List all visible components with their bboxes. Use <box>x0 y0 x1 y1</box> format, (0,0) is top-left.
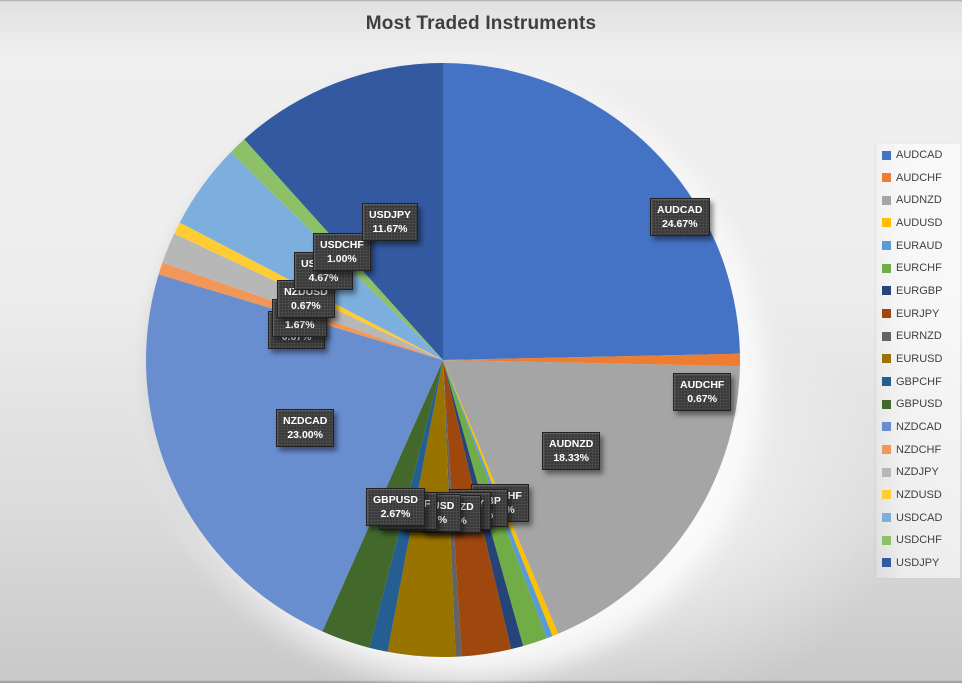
legend-item-audcad[interactable]: AUDCAD <box>882 149 958 161</box>
legend-swatch-nzdusd <box>882 490 891 500</box>
legend-swatch-usdcad <box>882 513 891 522</box>
data-label-audcad: AUDCAD 24.67% <box>650 198 710 236</box>
data-label-percent: 1.00% <box>326 253 357 265</box>
data-label-usdjpy: USDJPY 11.67% <box>362 203 419 241</box>
data-label-category: NZDCAD <box>283 415 328 427</box>
legend-label: EURAUD <box>896 239 943 252</box>
legend-swatch-audchf <box>882 173 891 183</box>
legend-label: USDCAD <box>896 511 943 524</box>
data-label-audnzd: AUDNZD 18.33% <box>542 432 601 470</box>
data-label-category: USDJPY <box>369 209 412 221</box>
chart-title: Most Traded Instruments <box>365 13 597 34</box>
legend-item-gbpusd[interactable]: GBPUSD <box>882 398 958 410</box>
legend-item-eurnzd[interactable]: EURNZD <box>882 330 958 342</box>
legend-item-euraud[interactable]: EURAUD <box>882 240 958 252</box>
legend-swatch-euraud <box>882 241 891 251</box>
data-label-percent: 23.00% <box>287 429 323 441</box>
legend-item-nzdusd[interactable]: NZDUSD <box>882 489 958 501</box>
legend-item-usdjpy[interactable]: USDJPY <box>882 557 958 569</box>
legend-swatch-eurgbp <box>882 286 891 296</box>
legend-item-nzdchf[interactable]: NZDCHF <box>882 444 958 456</box>
legend-label: AUDCAD <box>896 149 943 161</box>
legend-swatch-nzdchf <box>882 445 891 455</box>
pie-slice-usdjpy[interactable] <box>244 63 443 360</box>
pie-slice-audnzd[interactable] <box>443 360 740 634</box>
data-label-audchf: AUDCHF 0.67% <box>673 373 732 411</box>
data-label-gbpusd: GBPUSD 2.67% <box>366 488 425 526</box>
legend-item-gbpchf[interactable]: GBPCHF <box>882 376 958 388</box>
data-label-percent: 0.67% <box>290 300 321 312</box>
legend-swatch-gbpchf <box>882 377 891 387</box>
legend-label: EURUSD <box>896 352 943 365</box>
legend-item-nzdcad[interactable]: NZDCAD <box>882 421 958 433</box>
legend-swatch-gbpusd <box>882 399 891 409</box>
data-label-category: AUDCAD <box>657 204 703 216</box>
legend-item-usdcad[interactable]: USDCAD <box>882 512 958 524</box>
legend-swatch-eurusd <box>882 354 891 364</box>
legend-swatch-nzdcad <box>882 422 891 432</box>
legend-label: EURJPY <box>896 307 940 320</box>
legend-label: GBPCHF <box>896 375 942 388</box>
legend-label: USDJPY <box>896 556 940 569</box>
data-label-category: GBPUSD <box>373 494 418 506</box>
data-label-category: USDCHF <box>320 239 364 251</box>
legend-swatch-usdchf <box>882 535 891 545</box>
legend-item-audnzd[interactable]: AUDNZD <box>882 194 958 206</box>
legend-item-eurgbp[interactable]: EURGBP <box>882 285 958 297</box>
legend-item-audchf[interactable]: AUDCHF <box>882 172 958 184</box>
pie-slice-audchf[interactable] <box>443 353 740 367</box>
legend-label: AUDUSD <box>896 216 943 229</box>
legend-label: EURGBP <box>896 284 943 297</box>
legend-swatch-audnzd <box>882 195 891 205</box>
legend-item-usdchf[interactable]: USDCHF <box>882 534 958 546</box>
legend-label: GBPUSD <box>896 398 943 411</box>
legend-swatch-audcad <box>882 150 891 160</box>
pie-slice-nzdcad[interactable] <box>146 274 443 632</box>
data-label-percent: 18.33% <box>553 452 589 464</box>
window-top-edge <box>0 0 962 2</box>
legend-label: AUDNZD <box>896 194 942 207</box>
legend-swatch-eurchf <box>882 263 891 273</box>
data-label-category: AUDCHF <box>680 379 725 391</box>
legend-item-nzdjpy[interactable]: NZDJPY <box>882 466 958 478</box>
legend-label: USDCHF <box>896 534 942 547</box>
legend: AUDCAD AUDCHF AUDNZD AUDUSD EURAUD EURCHF EURG… <box>882 149 958 569</box>
legend-swatch-eurjpy <box>882 309 891 319</box>
legend-item-eurjpy[interactable]: EURJPY <box>882 308 958 320</box>
legend-label: NZDUSD <box>896 488 942 501</box>
legend-swatch-usdjpy <box>882 558 891 568</box>
data-label-percent: 24.67% <box>661 218 698 230</box>
data-label-usdchf: USDCHF 1.00% <box>313 233 371 271</box>
data-label-percent: 4.67% <box>308 272 339 284</box>
data-label-percent: 0.67% <box>687 393 718 405</box>
legend-label: EURCHF <box>896 262 942 275</box>
legend-label: AUDCHF <box>896 171 942 184</box>
legend-swatch-eurnzd <box>882 331 891 341</box>
legend-label: NZDCHF <box>896 443 942 456</box>
data-label-percent: 2.67% <box>380 508 411 520</box>
legend-label: NZDCAD <box>896 420 942 433</box>
data-label-percent: 11.67% <box>372 223 408 235</box>
legend-label: EURNZD <box>896 330 942 343</box>
data-label-nzdcad: NZDCAD 23.00% <box>276 409 335 447</box>
legend-swatch-nzdjpy <box>882 467 891 477</box>
data-label-category: AUDNZD <box>549 438 594 450</box>
legend-label: NZDJPY <box>896 466 939 479</box>
pie-slice-audcad[interactable] <box>443 63 740 360</box>
window-bottom-edge <box>0 680 962 683</box>
legend-item-audusd[interactable]: AUDUSD <box>882 217 958 229</box>
legend-item-eurusd[interactable]: EURUSD <box>882 353 958 365</box>
legend-item-eurchf[interactable]: EURCHF <box>882 262 958 274</box>
data-label-percent: 1.67% <box>284 319 315 331</box>
legend-swatch-audusd <box>882 218 891 228</box>
